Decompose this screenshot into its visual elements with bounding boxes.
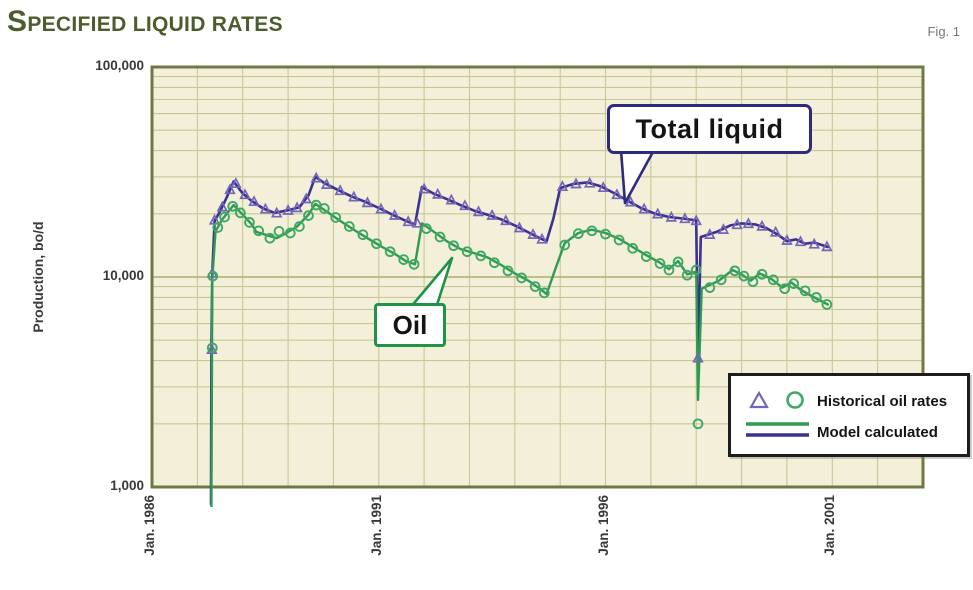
series-line-oil	[210, 202, 829, 507]
legend-lines-icon	[746, 422, 809, 437]
callout-oil: Oil	[374, 303, 446, 347]
legend-label-historical: Historical oil rates	[817, 393, 948, 410]
figure-label: Fig. 1	[927, 24, 960, 39]
callout-total-liquid: Total liquid	[607, 104, 812, 154]
legend-circle-icon	[786, 391, 804, 409]
plot-border	[150, 65, 925, 489]
x-axis-tick-label: Jan. 2001	[822, 495, 838, 556]
chart-legend: Historical oil rates Model calculated	[728, 373, 970, 457]
y-axis-tick-label: 100,000	[95, 58, 144, 73]
legend-label-model: Model calculated	[817, 424, 938, 441]
legend-triangle-icon	[749, 390, 769, 409]
y-axis-tick-label: 10,000	[102, 268, 144, 283]
x-axis-tick-label: Jan. 1991	[368, 495, 384, 556]
x-axis-tick-label: Jan. 1996	[595, 495, 611, 556]
x-axis-tick-label: Jan. 1986	[142, 495, 157, 556]
page-title: Specified liquid rates	[7, 5, 283, 38]
markers-oil-circles	[206, 199, 833, 430]
y-axis-tick-label: 1,000	[110, 478, 144, 493]
